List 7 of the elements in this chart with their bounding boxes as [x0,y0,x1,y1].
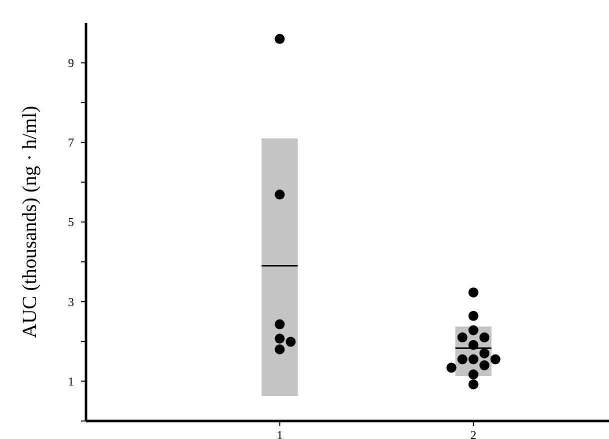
y-tick-label: 9 [68,56,74,70]
y-tick-label: 5 [68,215,74,230]
y-tick-label: 3 [68,294,74,309]
y-axis-title: AUC (thousands) (ng · h/ml) [19,106,41,338]
y-tick-label: 1 [68,374,74,388]
x-tick-label: 2 [470,428,476,439]
y-tick-label: 7 [68,136,74,150]
